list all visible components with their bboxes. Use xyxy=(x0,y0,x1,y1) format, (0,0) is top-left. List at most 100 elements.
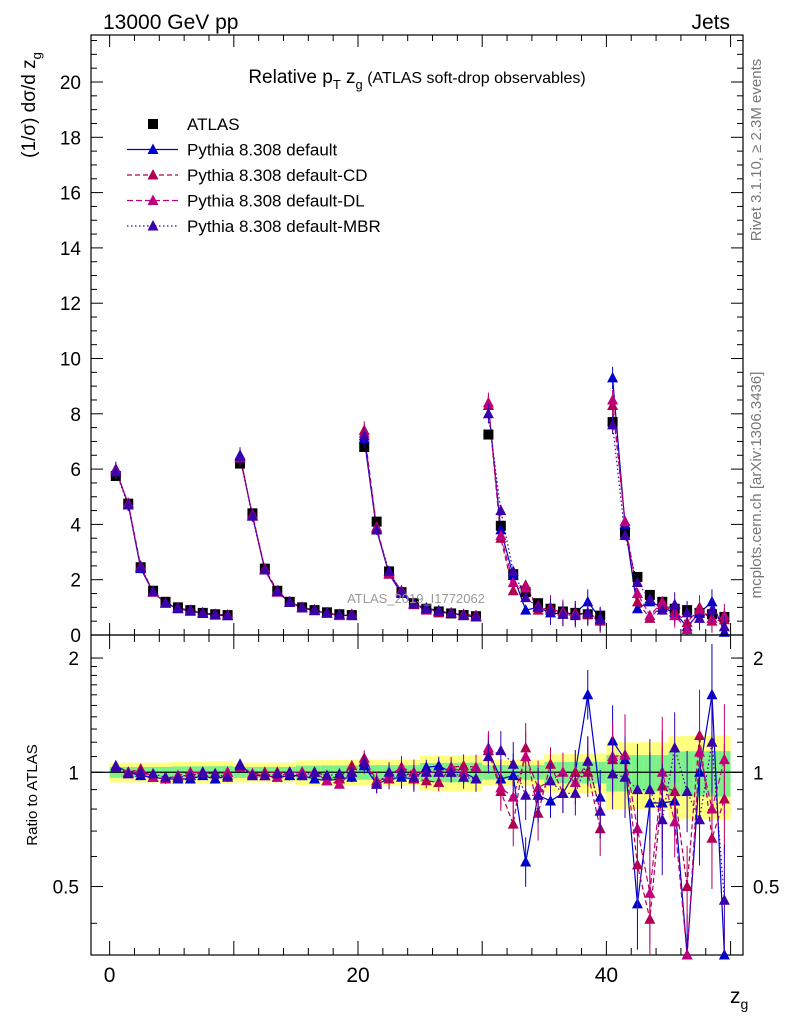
ratio-data-point xyxy=(110,761,122,772)
ratio-data-point xyxy=(669,741,681,753)
ratio-series-marks xyxy=(110,644,730,960)
mc-data-point xyxy=(520,591,532,603)
mc-data-point xyxy=(607,371,619,383)
ratio-data-point xyxy=(718,753,730,765)
mc-data-point xyxy=(110,465,122,477)
ratio-data-point xyxy=(383,766,395,777)
mc-data-point xyxy=(321,606,333,618)
ratio-data-point xyxy=(569,787,581,798)
side-text-mcplots: mcplots.cern.ch [arXiv:1306.3436] xyxy=(748,372,765,599)
main-series-line xyxy=(115,471,228,617)
mc-data-point xyxy=(271,585,283,596)
ratio-data-point xyxy=(358,756,370,768)
main-y-tick-label: 10 xyxy=(60,350,81,371)
ratio-data-point xyxy=(160,771,172,782)
ratio-series-line xyxy=(487,747,601,812)
main-series-line xyxy=(239,457,352,617)
ratio-data-point xyxy=(209,767,221,779)
mc-data-point xyxy=(346,609,358,620)
mc-data-point xyxy=(507,576,519,587)
ratio-data-point xyxy=(246,769,258,781)
ratio-data-point xyxy=(718,894,730,905)
mc-data-point xyxy=(296,601,308,613)
mc-data-point xyxy=(569,609,581,621)
ratio-data-point xyxy=(706,803,718,814)
mc-data-point xyxy=(669,598,681,610)
mc-data-point xyxy=(656,595,668,607)
mc-data-point xyxy=(557,608,569,619)
ratio-data-point xyxy=(557,766,569,777)
ratio-series-line xyxy=(115,766,228,778)
mc-data-point xyxy=(458,609,470,621)
mc-data-point xyxy=(495,504,507,516)
ratio-data-point xyxy=(495,781,507,793)
ratio-data-point xyxy=(309,773,321,784)
ratio-data-point xyxy=(594,805,606,816)
ratio-data-point xyxy=(545,774,557,786)
ratio-data-point xyxy=(644,783,656,795)
main-y-tick-label: 20 xyxy=(60,73,81,94)
ratio-data-point xyxy=(408,771,420,782)
mc-data-point xyxy=(395,586,407,597)
ratio-series-line xyxy=(239,763,352,782)
ratio-series-line xyxy=(487,747,601,829)
ratio-series-line xyxy=(115,766,228,780)
ratio-data-point xyxy=(520,750,532,762)
side-text-rivet: Rivet 3.1.10, ≥ 2.3M events xyxy=(748,59,765,242)
mc-data-point xyxy=(383,565,395,576)
ratio-data-point xyxy=(681,880,693,892)
mc-data-point xyxy=(160,596,172,608)
mc-data-point xyxy=(631,587,643,599)
legend-marker xyxy=(147,169,159,180)
mc-data-point xyxy=(545,604,557,615)
ratio-series-line xyxy=(488,749,601,812)
ratio-data-point xyxy=(507,758,519,769)
ratio-series-line xyxy=(363,762,477,786)
main-series-line xyxy=(487,402,601,621)
ratio-data-point xyxy=(619,771,631,782)
mc-data-point xyxy=(706,604,718,615)
ratio-series-line xyxy=(363,757,477,784)
mc-data-point xyxy=(607,393,619,405)
ratio-data-point xyxy=(482,750,494,762)
ratio-data-point xyxy=(135,766,147,777)
header-right: Jets xyxy=(691,11,730,34)
ratio-data-point xyxy=(445,766,457,777)
ratio-data-point xyxy=(470,773,482,784)
x-tick-label: 40 xyxy=(595,964,618,987)
x-tick-label: 0 xyxy=(104,964,116,987)
ratio-data-point xyxy=(333,778,345,789)
mc-data-point xyxy=(184,604,196,616)
ratio-series-line xyxy=(239,766,353,785)
header-left: 13000 GeV pp xyxy=(103,11,238,34)
mc-data-point xyxy=(607,418,619,430)
mc-data-point xyxy=(631,595,643,607)
mc-data-point xyxy=(532,601,544,612)
main-y-tick-label: 2 xyxy=(70,571,81,592)
mc-data-point xyxy=(147,585,159,596)
ratio-series-line xyxy=(487,694,601,863)
x-tick-label: 20 xyxy=(346,964,369,987)
mc-data-point xyxy=(520,604,532,615)
ratio-data-point xyxy=(259,769,271,781)
ratio-data-point xyxy=(234,759,246,771)
ratio-data-point xyxy=(346,766,358,777)
legend-marker xyxy=(147,220,159,231)
ratio-data-point xyxy=(395,766,407,777)
watermark: ATLAS_2019_I1772062 xyxy=(347,591,485,606)
mc-data-point xyxy=(631,576,643,587)
mc-data-point xyxy=(371,523,383,535)
ratio-data-point xyxy=(694,746,706,757)
mc-data-point xyxy=(135,561,147,572)
ratio-data-point xyxy=(706,736,718,747)
ratio-data-point xyxy=(681,785,693,796)
ratio-data-point xyxy=(222,771,234,782)
ratio-data-point xyxy=(172,771,184,782)
mc-data-point xyxy=(520,581,532,593)
mc-data-point xyxy=(681,623,693,634)
ratio-data-point xyxy=(557,787,569,798)
ratio-data-point xyxy=(296,769,308,781)
main-series-line xyxy=(487,413,601,621)
ratio-data-point xyxy=(184,769,196,781)
